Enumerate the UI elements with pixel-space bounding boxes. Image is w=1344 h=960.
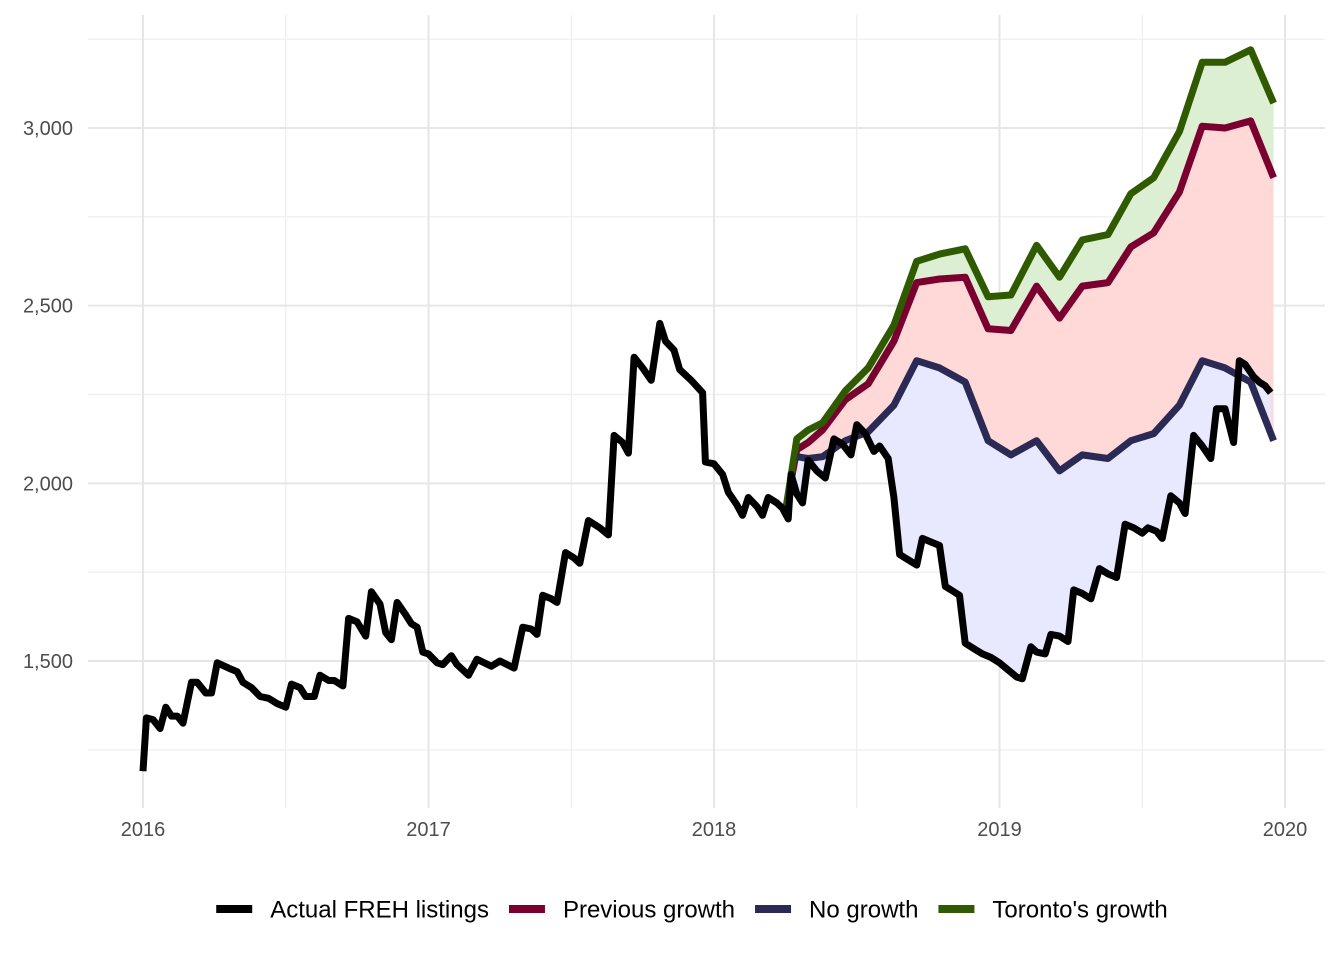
y-tick-label: 2,000 — [23, 473, 73, 495]
legend-label-no-growth: No growth — [809, 897, 918, 924]
legend: Actual FREH listings Previous growth No gr… — [216, 897, 1168, 924]
series-line-actual-freh-listings — [139, 319, 1274, 772]
series-line-previous-growth — [781, 117, 1277, 513]
projection-bands — [785, 49, 1274, 679]
x-tick-label: 2018 — [692, 819, 737, 841]
y-tick-label: 2,500 — [23, 296, 73, 318]
x-tick-label: 2020 — [1263, 819, 1308, 841]
x-tick-label: 2016 — [121, 819, 166, 841]
previous-band — [796, 120, 1274, 471]
series-lines — [139, 46, 1277, 772]
legend-label-actual-freh-listings: Actual FREH listings — [270, 897, 489, 924]
x-tick-label: 2019 — [977, 819, 1022, 841]
x-tick-label: 2017 — [406, 819, 451, 841]
toronto-band — [785, 49, 1274, 512]
y-tick-label: 3,000 — [23, 118, 73, 140]
actual-band — [796, 360, 1271, 679]
legend-label-toronto-s-growth: Toronto's growth — [992, 897, 1167, 924]
y-tick-label: 1,500 — [23, 651, 73, 673]
series-line-toronto-s-growth — [781, 46, 1277, 513]
tick-labels: 1,500 2,000 2,500 3,000 2016 2017 2018 2019 2020 — [23, 118, 1307, 841]
legend-label-previous-growth: Previous growth — [563, 897, 735, 924]
